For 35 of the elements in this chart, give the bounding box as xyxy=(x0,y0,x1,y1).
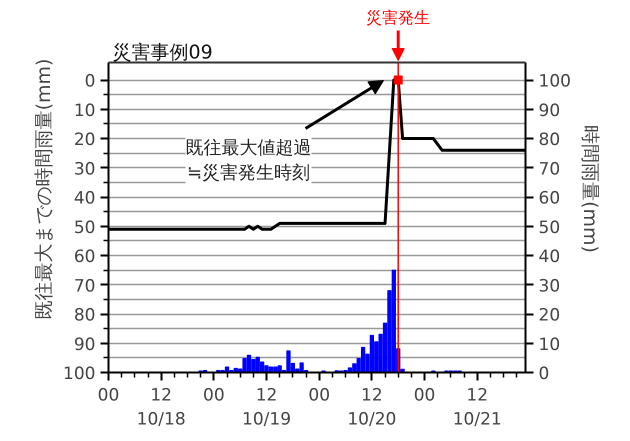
y2-tick-label: 60 xyxy=(538,188,560,209)
annotation: 既往最大値超過 ≒災害発生時刻 xyxy=(186,137,312,184)
y-tick-label: 60 xyxy=(74,247,96,268)
y2-tick-label: 40 xyxy=(538,247,560,268)
x-tick-label: 12 10/19 xyxy=(242,386,292,430)
x-tick-label: 00 xyxy=(203,386,225,406)
y-axis-title: 既往最大までの時間雨量(mm) xyxy=(33,58,56,320)
y2-tick-label: 30 xyxy=(538,276,560,296)
y-tick-label: 50 xyxy=(74,218,96,238)
y2-tick-label: 100 xyxy=(538,72,571,92)
y2-tick-label: 80 xyxy=(538,130,560,150)
y2-tick-label: 20 xyxy=(538,306,560,326)
y-tick-label: 90 xyxy=(74,334,96,355)
y2-tick-label: 50 xyxy=(538,218,560,238)
x-tick-label: 12 10/21 xyxy=(452,386,502,430)
x-tick-label: 00 xyxy=(98,386,120,406)
y-tick-label: 70 xyxy=(74,276,96,296)
y2-tick-label: 0 xyxy=(538,364,550,384)
y-tick-label: 0 xyxy=(84,72,96,92)
ref-line-label: 災害発生 xyxy=(366,8,430,27)
y-tick-label: 20 xyxy=(74,130,96,150)
x-tick-label: 12 10/18 xyxy=(136,386,186,430)
x-tick-label: 00 xyxy=(414,386,436,406)
y-tick-label: 30 xyxy=(74,159,96,180)
y2-tick-label: 10 xyxy=(538,334,560,355)
y2-axis-title: 時間雨量(mm) xyxy=(578,125,601,253)
y-tick-label: 100 xyxy=(63,364,96,384)
y-tick-label: 10 xyxy=(74,100,96,121)
chart-title: 災害事例09 xyxy=(112,42,213,64)
x-tick-label: 00 xyxy=(308,386,330,406)
y-tick-label: 80 xyxy=(74,306,96,326)
x-tick-label: 12 10/20 xyxy=(347,386,396,430)
y-tick-label: 40 xyxy=(74,188,96,209)
y2-tick-label: 70 xyxy=(538,159,560,180)
y2-tick-label: 90 xyxy=(538,100,560,121)
